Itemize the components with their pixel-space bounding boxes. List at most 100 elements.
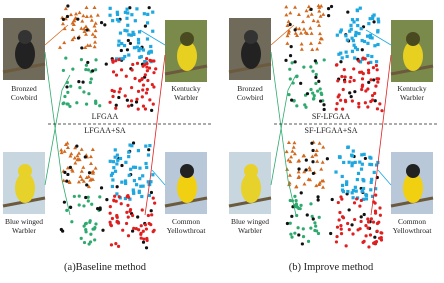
point [75, 101, 79, 105]
point [306, 4, 311, 9]
point [366, 61, 371, 65]
point [108, 159, 112, 163]
point [130, 213, 135, 218]
point [348, 91, 352, 95]
point [70, 220, 74, 224]
point [59, 150, 64, 155]
point [322, 103, 326, 107]
point [309, 7, 313, 12]
point [126, 104, 131, 108]
point [136, 89, 141, 93]
point [374, 163, 379, 167]
point [91, 169, 96, 174]
point [364, 223, 368, 228]
point [90, 32, 95, 36]
point [297, 167, 301, 171]
point [350, 191, 354, 195]
point [136, 37, 141, 42]
point [79, 58, 84, 62]
point [137, 48, 141, 53]
point [364, 89, 368, 93]
point [376, 42, 380, 47]
point [88, 240, 93, 244]
point [291, 145, 296, 149]
point [136, 107, 140, 111]
point [114, 57, 119, 61]
point [78, 86, 82, 90]
point [295, 33, 300, 37]
point [125, 29, 129, 33]
point [61, 68, 65, 73]
point [368, 35, 372, 40]
point [119, 68, 124, 72]
point [358, 60, 363, 64]
point [329, 4, 334, 9]
point [144, 144, 148, 148]
point [302, 181, 307, 186]
point [361, 197, 366, 201]
point [351, 149, 355, 153]
point [354, 189, 358, 193]
point [61, 17, 66, 22]
point [366, 105, 370, 109]
point [359, 27, 363, 31]
point [153, 201, 157, 205]
point [118, 87, 122, 91]
point [93, 28, 98, 33]
connector [270, 74, 297, 186]
point [111, 60, 115, 64]
point [316, 231, 321, 236]
point [149, 49, 153, 53]
point [350, 223, 354, 227]
point [357, 59, 361, 63]
point [86, 68, 91, 72]
connector [377, 169, 392, 186]
point [373, 209, 378, 213]
point [304, 158, 308, 162]
point [310, 214, 314, 218]
point [137, 190, 141, 195]
point [305, 213, 309, 217]
point [369, 180, 373, 185]
point [363, 156, 367, 161]
point [128, 197, 132, 201]
point [143, 107, 148, 111]
point [66, 172, 70, 177]
point [117, 43, 121, 47]
point [109, 224, 113, 228]
bird-head [244, 164, 258, 178]
point [84, 195, 88, 200]
point [288, 198, 292, 203]
point [133, 165, 138, 169]
point [139, 232, 143, 236]
point [145, 61, 149, 66]
point [128, 208, 133, 212]
point [311, 18, 316, 23]
point [116, 221, 121, 225]
point [72, 194, 76, 199]
point [347, 160, 351, 164]
point [77, 10, 82, 15]
point [152, 71, 156, 75]
point [287, 93, 291, 97]
point [306, 14, 311, 18]
bird-body [177, 41, 197, 71]
point [110, 184, 114, 189]
point [79, 169, 84, 173]
point [372, 13, 376, 17]
point [111, 178, 115, 182]
point [371, 220, 376, 224]
point [90, 202, 94, 206]
point [286, 19, 291, 23]
point [293, 31, 298, 35]
point [367, 80, 371, 84]
bird-head [18, 30, 32, 44]
point [360, 77, 365, 81]
method-label: LFGAA [91, 112, 119, 121]
point [84, 221, 88, 225]
point [330, 197, 334, 202]
point [132, 226, 136, 230]
point [325, 157, 329, 161]
point [369, 163, 374, 167]
point [314, 72, 318, 77]
